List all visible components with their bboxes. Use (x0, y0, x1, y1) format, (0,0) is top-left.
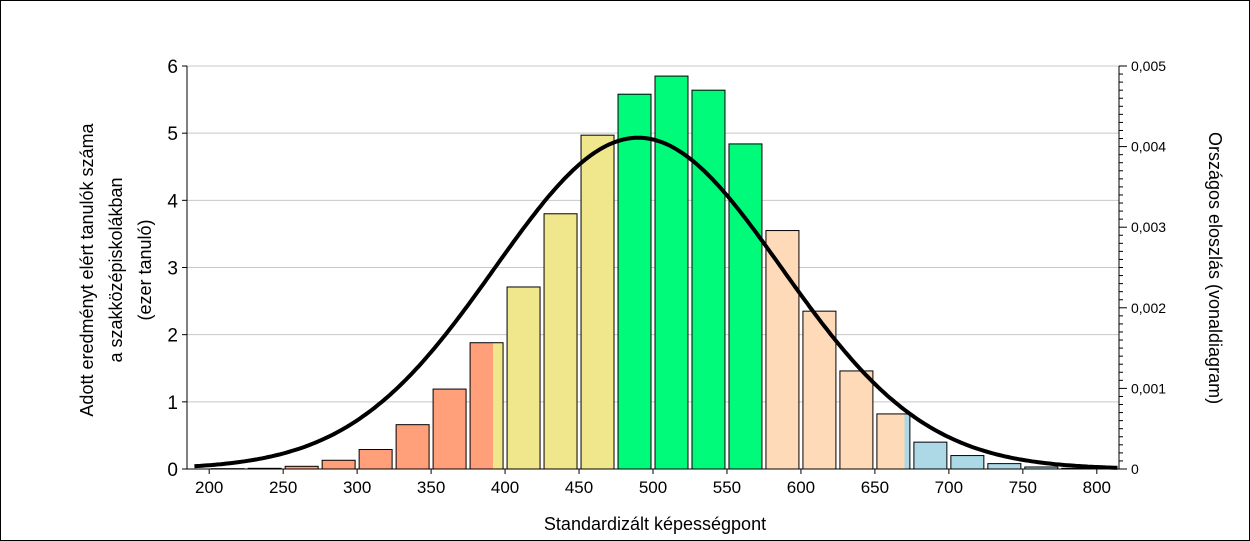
x-tick-label: 400 (491, 478, 519, 497)
bar (654, 75, 689, 470)
bar (802, 310, 837, 470)
x-tick-label: 800 (1083, 478, 1111, 497)
grid-lines (187, 65, 1119, 403)
bar (617, 93, 652, 470)
bar-fill (359, 449, 393, 469)
left-tick-label: 2 (167, 326, 178, 347)
left-tick-label: 6 (167, 57, 178, 78)
y-axis-title: Adott eredményt elért tanulók száma a sz… (77, 122, 155, 416)
x-tick-label: 250 (269, 478, 297, 497)
right-tick-label: 0,002 (1131, 300, 1166, 316)
bar (469, 342, 504, 470)
x-tick-label: 450 (565, 478, 593, 497)
y2-axis-title: Országos eloszlás (vonaldiagram) (1205, 132, 1225, 404)
bars-group (210, 75, 1096, 470)
y-axis-title-line-1: Adott eredményt elért tanulók száma (77, 122, 97, 416)
bar-fill (839, 370, 873, 469)
bar-segment (493, 342, 504, 469)
left-tick-label: 1 (167, 393, 178, 414)
bar (358, 449, 393, 470)
bar (506, 286, 541, 470)
x-tick-label: 700 (935, 478, 963, 497)
bar-fill (802, 311, 836, 469)
bar-fill (544, 213, 578, 469)
right-tick-label: 0,005 (1131, 58, 1166, 74)
bar-fill (691, 90, 725, 470)
x-tick-label: 600 (787, 478, 815, 497)
bar-fill (987, 463, 1021, 469)
bar (876, 413, 911, 470)
bar-segment (876, 413, 905, 469)
left-tick-label: 5 (167, 124, 178, 145)
bar-fill (950, 455, 984, 469)
bar-fill (507, 286, 541, 469)
x-tick-label: 550 (713, 478, 741, 497)
bar (691, 89, 726, 470)
right-tick-label: 0,003 (1131, 219, 1166, 235)
bar-fill (396, 424, 430, 469)
y-axis-title-line-2: a szakközépiskolákban (106, 177, 126, 362)
bar-fill (655, 76, 688, 469)
bar-fill (433, 389, 467, 469)
left-tick-label: 4 (167, 191, 178, 212)
bar (839, 370, 874, 470)
bar (432, 388, 467, 470)
x-tick-label: 350 (417, 478, 445, 497)
x-tick-label: 750 (1009, 478, 1037, 497)
left-tick-label: 3 (167, 259, 178, 280)
bar (395, 424, 430, 470)
bar-segment (904, 413, 910, 469)
x-tick-label: 300 (343, 478, 371, 497)
left-axis-ticks: 0 1 2 3 4 5 6 (167, 57, 187, 481)
x-tick-label: 200 (195, 478, 223, 497)
bar-segment (470, 342, 494, 469)
right-tick-label: 0 (1131, 461, 1139, 477)
bar (987, 463, 1022, 470)
bar (543, 213, 578, 470)
bar (913, 441, 948, 470)
bar (728, 143, 763, 470)
right-tick-label: 0,001 (1131, 380, 1166, 396)
bar-fill (618, 94, 651, 470)
bar-fill (728, 143, 762, 469)
bar-fill (1024, 466, 1058, 469)
bar (950, 455, 985, 470)
right-axis-ticks: 0 0,001 0,002 0,003 0,004 0,005 (1119, 58, 1166, 477)
bar-fill (913, 442, 947, 469)
bar-fill (581, 135, 615, 469)
bar (321, 459, 356, 470)
bar (580, 134, 615, 470)
x-tick-label: 500 (639, 478, 667, 497)
right-tick-label: 0,004 (1131, 139, 1166, 155)
x-axis-ticks: 200 250 300 350 400 450 500 550 600 650 700 750 800 (195, 469, 1111, 497)
left-tick-label: 0 (167, 460, 178, 481)
bar-fill (285, 466, 319, 469)
y-axis-title-line-3: (ezer tanuló) (135, 219, 155, 320)
x-tick-label: 650 (861, 478, 889, 497)
national-distribution-curve (194, 135, 1118, 470)
x-axis-title: Standardizált képességpont (544, 514, 766, 534)
bar-fill (322, 460, 356, 469)
